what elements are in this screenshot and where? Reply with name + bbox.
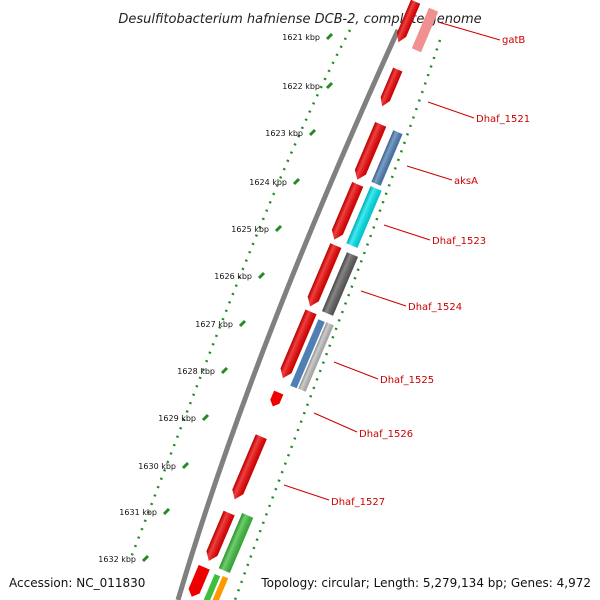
gene-block[interactable]	[371, 130, 403, 186]
kbp-tick	[274, 224, 283, 233]
backbone-ring	[175, 28, 401, 600]
gene-block[interactable]	[211, 575, 229, 600]
kbp-tick	[292, 177, 301, 186]
gene-block[interactable]	[411, 7, 439, 53]
kbp-tick	[201, 413, 210, 422]
kbp-label: 1631 kbp	[119, 508, 157, 517]
gene-block[interactable]	[186, 564, 210, 599]
gene-label[interactable]: Dhaf_1524	[408, 302, 462, 313]
kbp-label: 1630 kbp	[138, 462, 176, 471]
kbp-label: 1624 kbp	[249, 178, 287, 187]
gene-block[interactable]	[305, 243, 342, 308]
kbp-tick	[257, 271, 266, 280]
gene-labels: gatB Dhaf_1521 aksA Dhaf_1523 Dhaf_1524 Dhaf_…	[283, 21, 530, 508]
gene-block[interactable]	[203, 510, 235, 564]
kbp-tick	[325, 81, 334, 90]
kbp-scale: 1621 kbp 1622 kbp 1623 kbp 1624 kbp 1625 kbp…	[98, 32, 334, 564]
gene-block[interactable]	[346, 186, 382, 248]
label-leader-line	[313, 412, 358, 433]
kbp-label: 1627 kbp	[195, 320, 233, 329]
gene-label[interactable]: Dhaf_1525	[380, 375, 434, 386]
gene-block[interactable]	[268, 390, 284, 409]
label-leader-line	[333, 361, 379, 380]
kbp-tick	[325, 32, 334, 41]
topology-text: Topology: circular; Length: 5,279,134 bp…	[260, 576, 591, 590]
kbp-label: 1625 kbp	[231, 225, 269, 234]
label-leader-line	[437, 21, 501, 41]
label-leader-line	[406, 165, 453, 181]
gene-block[interactable]	[277, 309, 317, 381]
kbp-label: 1628 kbp	[177, 367, 215, 376]
gene-block[interactable]	[290, 319, 325, 389]
inner-dotted-ring	[233, 39, 442, 600]
gene-block[interactable]	[298, 322, 334, 392]
kbp-tick	[220, 366, 229, 375]
gene-block[interactable]	[229, 434, 267, 501]
kbp-label: 1632 kbp	[98, 555, 136, 564]
gene-label[interactable]: Dhaf_1526	[359, 429, 413, 440]
gene-label[interactable]: Dhaf_1521	[476, 114, 530, 125]
gene-block[interactable]	[378, 67, 403, 109]
gene-label[interactable]: Dhaf_1527	[331, 497, 385, 508]
gene-block[interactable]	[394, 0, 421, 44]
label-leader-line	[383, 224, 431, 241]
kbp-tick	[181, 461, 190, 470]
gene-block[interactable]	[321, 252, 359, 316]
kbp-tick	[308, 128, 317, 137]
accession-text: Accession: NC_011830	[9, 576, 145, 590]
label-leader-line	[427, 101, 475, 119]
kbp-tick	[238, 319, 247, 328]
gene-block[interactable]	[218, 513, 254, 573]
gene-block[interactable]	[203, 573, 221, 600]
kbp-label: 1621 kbp	[282, 33, 320, 42]
kbp-label: 1626 kbp	[214, 272, 252, 281]
kbp-label: 1622 kbp	[282, 82, 320, 91]
gene-label[interactable]: aksA	[454, 176, 478, 187]
kbp-label: 1629 kbp	[158, 414, 196, 423]
label-leader-line	[360, 290, 407, 307]
gene-block[interactable]	[352, 122, 387, 182]
gene-label[interactable]: Dhaf_1523	[432, 236, 486, 247]
gene-block[interactable]	[329, 182, 364, 242]
map-title: Desulfitobacterium hafniense DCB-2, comp…	[118, 12, 481, 27]
kbp-tick	[162, 507, 171, 516]
kbp-tick	[141, 554, 150, 563]
label-leader-line	[283, 484, 330, 501]
gene-label[interactable]: gatB	[502, 35, 525, 46]
kbp-label: 1623 kbp	[265, 129, 303, 138]
gene-track	[186, 0, 439, 600]
